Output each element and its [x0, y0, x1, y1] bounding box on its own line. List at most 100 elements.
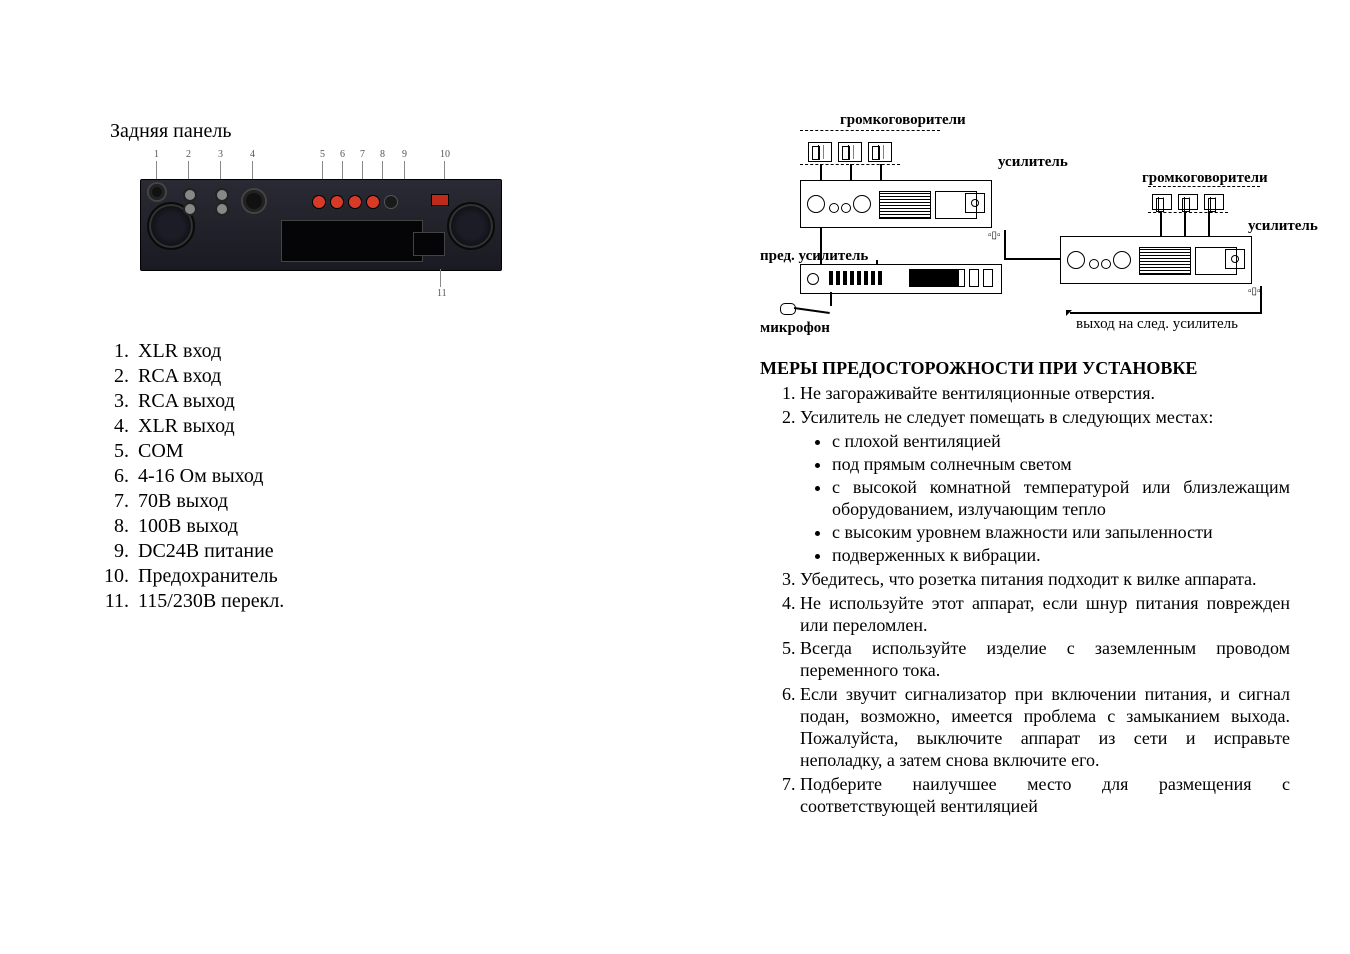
wire	[880, 164, 882, 180]
knob-icon	[1101, 259, 1111, 269]
legend-item: XLR выход	[134, 414, 640, 439]
callout-8: 8	[380, 149, 385, 160]
legend-item: 4-16 Ом выход	[134, 464, 640, 489]
speaker-icon	[868, 142, 892, 162]
label-speakers-left: громкоговорители	[840, 112, 966, 129]
speakers-right	[1152, 194, 1224, 210]
precautions-title: МЕРЫ ПРЕДОСТОРОЖНОСТИ ПРИ УСТАНОВКЕ	[760, 358, 1290, 379]
precaution-subitem: с высокой комнатной температурой или бли…	[832, 477, 1290, 521]
speaker-icon	[838, 142, 862, 162]
label-amplifier-top: усилитель	[998, 154, 1068, 171]
callout-1: 1	[154, 149, 159, 160]
callout-2: 2	[186, 149, 191, 160]
label-speakers-right: громкоговорители	[1142, 170, 1268, 187]
speaker-icon	[1204, 194, 1224, 210]
callout-4: 4	[250, 149, 255, 160]
rear-panel-photo: 1 2 3 4 5 6 7 8 9 10	[140, 149, 500, 299]
precaution-item: Не загораживайте вентиляционные отверсти…	[800, 383, 1290, 405]
label-microphone: микрофон	[760, 320, 830, 337]
knob-icon	[1067, 251, 1085, 269]
wire	[1004, 230, 1006, 260]
precaution-subitem: под прямым солнечным светом	[832, 454, 1290, 476]
wire	[1260, 286, 1262, 312]
knob-icon	[1113, 251, 1131, 269]
power-icon	[1225, 249, 1245, 269]
speaker-icon	[1152, 194, 1172, 210]
dash-line	[800, 130, 940, 131]
fan-icon	[447, 202, 495, 250]
callout-7: 7	[360, 149, 365, 160]
xlr-in-icon	[149, 184, 165, 200]
precaution-item-text: Усилитель не следует помещать в следующи…	[800, 407, 1213, 427]
legend-item: 100В выход	[134, 514, 640, 539]
amplifier-1	[800, 180, 992, 228]
out-marker: ▫▯▫	[988, 230, 1001, 241]
wire	[820, 228, 822, 264]
xlr-out-icon	[243, 190, 265, 212]
precaution-item: Усилитель не следует помещать в следующи…	[800, 407, 1290, 567]
legend-item: RCA выход	[134, 389, 640, 414]
wire	[1184, 212, 1186, 236]
page: Задняя панель 1 2 3 4 5 6 7 8 9 10	[0, 0, 1350, 954]
legend-item: 115/230В перекл.	[134, 589, 640, 614]
wire	[1208, 212, 1210, 236]
rca-out-icon	[217, 190, 227, 200]
speaker-icon	[808, 142, 832, 162]
callout-9: 9	[402, 149, 407, 160]
callout-3: 3	[218, 149, 223, 160]
knob-icon	[841, 203, 851, 213]
precaution-item: Убедитесь, что розетка питания подходит …	[800, 569, 1290, 591]
rear-panel-title: Задняя панель	[110, 120, 640, 143]
left-column: Задняя панель 1 2 3 4 5 6 7 8 9 10	[110, 120, 640, 914]
right-column: громкоговорители усилитель громкоговорит…	[760, 120, 1290, 914]
knob-icon	[807, 273, 819, 285]
grille-icon	[1139, 247, 1191, 275]
fuse-icon	[431, 194, 449, 206]
rca-in-icon-2	[185, 204, 195, 214]
rca-out-icon-2	[217, 204, 227, 214]
power-icon	[965, 193, 985, 213]
ac-selector	[413, 232, 445, 256]
controls-icon	[955, 269, 993, 287]
label-next-amp-out: выход на след. усилитель	[1076, 316, 1238, 333]
wire	[850, 164, 852, 180]
wire	[876, 260, 878, 264]
rear-panel-legend: XLR вход RCA вход RCA выход XLR выход CO…	[110, 339, 640, 614]
panel-body	[140, 179, 502, 271]
legend-item: RCA вход	[134, 364, 640, 389]
callout-10: 10	[440, 149, 450, 160]
connection-diagram: громкоговорители усилитель громкоговорит…	[760, 120, 1320, 340]
precaution-item: Не используйте этот аппарат, если шнур п…	[800, 593, 1290, 637]
precautions-sublist: с плохой вентиляцией под прямым солнечны…	[800, 431, 1290, 567]
out-marker: ▫▯▫	[1248, 286, 1261, 297]
amplifier-2	[1060, 236, 1252, 284]
label-amplifier-bottom: усилитель	[1248, 218, 1318, 235]
terminal-red-icon	[331, 196, 343, 208]
speaker-icon	[1178, 194, 1198, 210]
wire	[830, 292, 832, 306]
callout-5: 5	[320, 149, 325, 160]
callout-6: 6	[340, 149, 345, 160]
knob-icon	[829, 203, 839, 213]
legend-item: Предохранитель	[134, 564, 640, 589]
arrow-icon	[1066, 310, 1072, 316]
terminal-row	[313, 196, 397, 208]
terminal-red-icon	[367, 196, 379, 208]
preamplifier	[800, 264, 1002, 294]
rca-in-icon	[185, 190, 195, 200]
terminal-black-icon	[385, 196, 397, 208]
legend-item: COM	[134, 439, 640, 464]
wire	[1160, 212, 1162, 236]
grille-icon	[879, 191, 931, 219]
display-icon	[909, 269, 959, 287]
microphone-icon	[780, 298, 834, 318]
knob-icon	[853, 195, 871, 213]
precautions-list: Не загораживайте вентиляционные отверсти…	[760, 383, 1290, 818]
legend-item: XLR вход	[134, 339, 640, 364]
legend-item: DC24В питание	[134, 539, 640, 564]
legend-item: 70В выход	[134, 489, 640, 514]
label-preamp: пред. усилитель	[760, 248, 868, 265]
precaution-item: Подберите наилучшее место для размещения…	[800, 774, 1290, 818]
terminal-red-icon	[313, 196, 325, 208]
dash-line	[1148, 186, 1260, 187]
